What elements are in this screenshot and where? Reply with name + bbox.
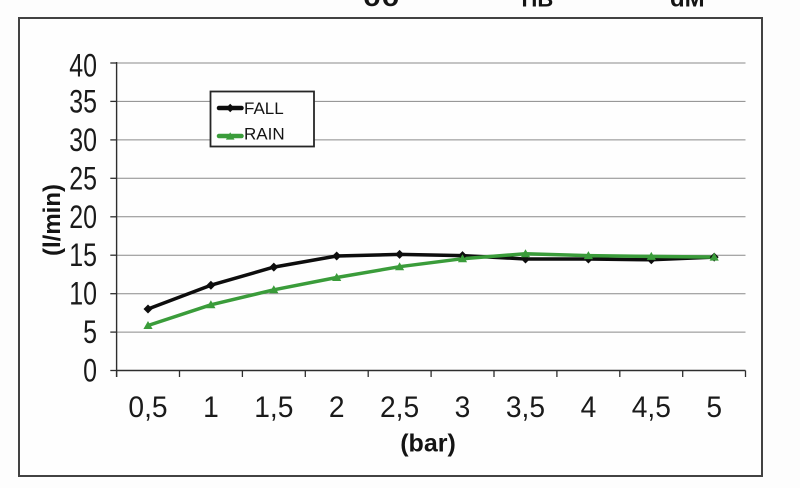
svg-text:HB: HB [522, 0, 554, 12]
svg-text:4: 4 [581, 391, 597, 424]
svg-text:3: 3 [455, 391, 471, 424]
svg-text:35: 35 [69, 85, 97, 121]
svg-text:4,5: 4,5 [632, 391, 671, 424]
svg-text:30: 30 [69, 123, 97, 159]
svg-text:dM: dM [670, 0, 705, 13]
svg-text:oo: oo [363, 0, 400, 12]
svg-text:FALL: FALL [244, 99, 284, 118]
svg-text:1: 1 [203, 391, 219, 424]
svg-text:0: 0 [83, 354, 97, 390]
svg-text:0,5: 0,5 [128, 391, 167, 424]
svg-text:3,5: 3,5 [506, 391, 545, 424]
svg-text:5: 5 [706, 391, 722, 424]
svg-text:20: 20 [69, 200, 97, 236]
svg-text:40: 40 [69, 49, 97, 85]
svg-text:5: 5 [83, 315, 97, 351]
svg-text:1,5: 1,5 [254, 391, 293, 424]
svg-text:(bar): (bar) [400, 430, 456, 458]
svg-text:(l/min): (l/min) [39, 184, 66, 256]
svg-text:15: 15 [69, 238, 97, 274]
svg-text:2,5: 2,5 [380, 391, 419, 424]
svg-text:25: 25 [69, 161, 97, 197]
svg-text:RAIN: RAIN [244, 124, 285, 143]
svg-text:2: 2 [329, 391, 345, 424]
svg-text:10: 10 [69, 277, 97, 313]
